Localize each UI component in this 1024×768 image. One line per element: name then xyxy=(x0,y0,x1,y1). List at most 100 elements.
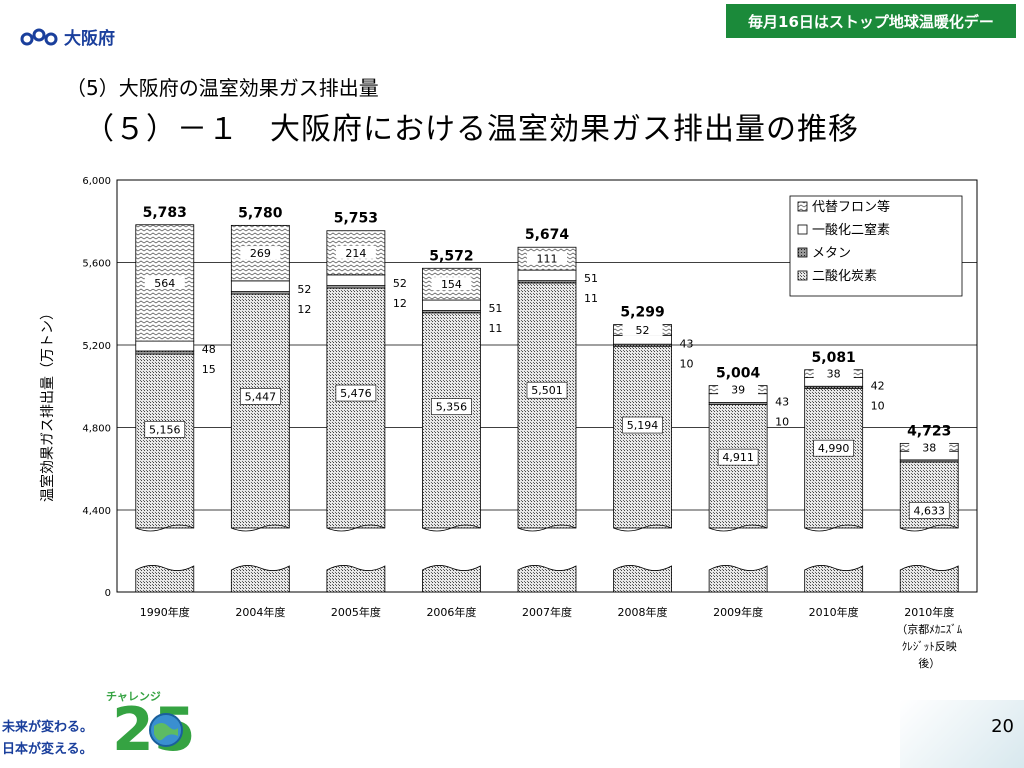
x-category-label: 2009年度 xyxy=(713,605,763,619)
bar-segment xyxy=(135,353,195,529)
y-tick-label: 4,400 xyxy=(82,506,111,517)
data-label-box xyxy=(240,246,281,260)
data-label-box xyxy=(526,381,568,399)
bar-base-stub xyxy=(135,565,195,593)
data-label-box xyxy=(718,382,759,396)
total-label: 5,299 xyxy=(620,305,664,321)
x-category-label: 2007年度 xyxy=(522,605,572,619)
co2-data-label: 4,633 xyxy=(913,504,945,517)
co2-data-label: 4,911 xyxy=(722,451,754,464)
data-label-box xyxy=(431,277,472,291)
data-label-box xyxy=(527,251,567,265)
axis-break-mark xyxy=(613,524,672,532)
data-label-box xyxy=(335,384,377,402)
legend-swatch xyxy=(797,224,808,235)
legend-label: 二酸化炭素 xyxy=(812,269,877,284)
x-category-label: 1990年度 xyxy=(140,605,190,619)
data-label-box xyxy=(335,245,376,259)
bar-segment xyxy=(804,387,864,529)
bar-base-stub xyxy=(326,565,386,593)
data-label-box xyxy=(144,275,185,289)
legend-swatch xyxy=(797,201,808,212)
data-label-box xyxy=(908,502,950,519)
n2o-data-label: 51 xyxy=(584,272,598,285)
data-label-box xyxy=(622,322,663,336)
x-category-label: 2008年度 xyxy=(618,605,668,619)
org-name: 大阪府 xyxy=(64,29,115,49)
x-category-label: 2010年度 xyxy=(904,605,954,619)
legend-swatch xyxy=(797,270,808,281)
total-label: 4,723 xyxy=(907,423,951,439)
co2-data-label: 5,156 xyxy=(149,423,181,436)
flon-data-label: 38 xyxy=(922,441,936,454)
axis-break-mark xyxy=(804,524,863,532)
total-label: 5,572 xyxy=(429,248,473,264)
flon-data-label: 564 xyxy=(154,277,175,290)
page-title: （５）－１ 大阪府における温室効果ガス排出量の推移 xyxy=(84,112,859,147)
data-label-box xyxy=(909,440,950,454)
flon-data-label: 39 xyxy=(731,384,745,397)
bar-segment xyxy=(517,269,577,282)
total-label: 5,753 xyxy=(334,211,378,227)
banner: 毎月16日はストップ地球温暖化デー xyxy=(726,4,1016,38)
total-label: 5,780 xyxy=(238,205,283,221)
co2-data-label: 5,356 xyxy=(436,401,468,414)
bar-base-stub xyxy=(230,565,290,593)
bar-segment xyxy=(326,287,386,529)
flon-data-label: 154 xyxy=(441,278,462,291)
data-label-box xyxy=(717,448,759,466)
bar-base-stub xyxy=(899,565,959,593)
slogan-line-1: 未来が変わる。 xyxy=(2,720,94,735)
x-category-label: 2004年度 xyxy=(235,605,285,619)
y-tick-label: 0 xyxy=(105,588,111,599)
bar-segment xyxy=(422,312,481,529)
y-tick-label: 6,000 xyxy=(82,176,111,187)
co2-data-label: 5,447 xyxy=(245,390,277,403)
ch4-data-label: 12 xyxy=(297,303,311,316)
n2o-data-label: 51 xyxy=(488,302,502,315)
flon-data-label: 214 xyxy=(345,247,366,260)
bar-segment xyxy=(230,280,290,292)
bar-segment xyxy=(613,345,672,529)
co2-data-label: 4,990 xyxy=(818,442,850,455)
data-label-box xyxy=(431,398,472,415)
bar-segment xyxy=(517,282,577,529)
data-label-box xyxy=(144,421,186,438)
axis-break-mark xyxy=(135,524,194,532)
x-category-label: 2010年度 xyxy=(809,605,859,619)
n2o-data-label: 52 xyxy=(297,283,311,296)
bar-segment xyxy=(326,274,386,287)
axis-break-mark xyxy=(231,524,290,532)
data-label-box xyxy=(813,439,854,457)
legend-box xyxy=(789,195,963,297)
ch4-data-label: 12 xyxy=(393,297,407,310)
axis-break-mark xyxy=(517,524,577,532)
bar-segment xyxy=(135,340,195,352)
total-label: 5,081 xyxy=(812,350,856,366)
n2o-data-label: 48 xyxy=(202,343,216,356)
n2o-data-label: 43 xyxy=(680,337,694,350)
data-label-box xyxy=(813,366,854,380)
ch4-data-label: 11 xyxy=(584,292,598,305)
x-category-label: ｸﾚｼﾞｯﾄ反映 xyxy=(902,640,957,653)
co2-data-label: 5,501 xyxy=(531,384,563,397)
ch4-data-label: 10 xyxy=(775,416,789,429)
ch4-data-label: 10 xyxy=(871,400,885,413)
x-category-label: 後） xyxy=(918,656,940,670)
slogan-line-2: 日本が変える。 xyxy=(2,742,93,757)
bar-base-stub xyxy=(422,565,481,593)
legend-swatch xyxy=(797,247,808,258)
flon-data-label: 38 xyxy=(827,368,841,381)
total-label: 5,674 xyxy=(525,227,570,243)
total-label: 5,004 xyxy=(716,366,761,382)
legend-label: メタン xyxy=(812,246,851,261)
challenge-text: チャレンジ xyxy=(106,690,161,703)
bar-segment xyxy=(422,299,481,311)
globe-icon xyxy=(149,713,183,747)
data-label-box xyxy=(622,416,663,434)
y-tick-label: 4,800 xyxy=(82,424,111,435)
page-number: 20 xyxy=(991,716,1014,737)
bar-segment xyxy=(135,350,195,355)
co2-data-label: 5,194 xyxy=(627,419,659,432)
bar-segment xyxy=(230,293,290,529)
